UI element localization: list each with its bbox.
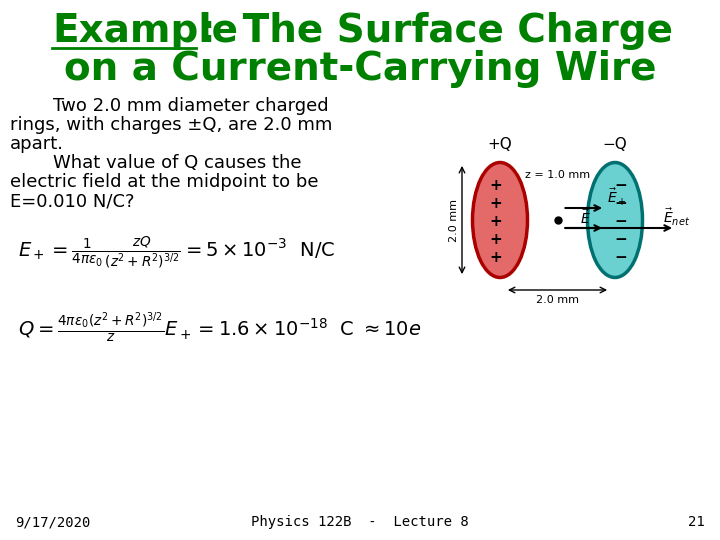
Text: +Q: +Q	[487, 137, 513, 152]
Text: $E_+ = \frac{1}{4\pi\varepsilon_0}\frac{zQ}{\left(z^2+R^2\right)^{3/2}} = 5\time: $E_+ = \frac{1}{4\pi\varepsilon_0}\frac{…	[18, 234, 336, 269]
Text: 2.0 mm: 2.0 mm	[449, 199, 459, 241]
Text: +: +	[490, 197, 503, 212]
Ellipse shape	[472, 163, 528, 278]
Text: +: +	[490, 233, 503, 247]
Text: $\vec{E}_{net}$: $\vec{E}_{net}$	[663, 207, 690, 228]
Text: −: −	[615, 197, 627, 212]
Text: :  The Surface Charge: : The Surface Charge	[200, 12, 673, 50]
Text: −Q: −Q	[603, 137, 627, 152]
Text: $Q = \frac{4\pi\varepsilon_0\left(z^2+R^2\right)^{3/2}}{z} E_+ = 1.6\times10^{-1: $Q = \frac{4\pi\varepsilon_0\left(z^2+R^…	[18, 310, 421, 345]
Text: E=0.010 N/C?: E=0.010 N/C?	[10, 192, 135, 210]
Text: Example: Example	[52, 12, 238, 50]
Text: on a Current-Carrying Wire: on a Current-Carrying Wire	[64, 50, 656, 88]
Text: $\vec{E}_+$: $\vec{E}_+$	[607, 187, 627, 208]
Text: z = 1.0 mm: z = 1.0 mm	[525, 170, 590, 180]
Text: apart.: apart.	[10, 135, 64, 153]
Text: +: +	[490, 179, 503, 193]
Text: Two 2.0 mm diameter charged: Two 2.0 mm diameter charged	[30, 97, 328, 115]
Text: Physics 122B  -  Lecture 8: Physics 122B - Lecture 8	[251, 515, 469, 529]
Text: What value of Q causes the: What value of Q causes the	[30, 154, 302, 172]
Text: 9/17/2020: 9/17/2020	[15, 515, 91, 529]
Ellipse shape	[588, 163, 642, 278]
Text: electric field at the midpoint to be: electric field at the midpoint to be	[10, 173, 318, 191]
Text: −: −	[615, 179, 627, 193]
Text: 2.0 mm: 2.0 mm	[536, 295, 579, 305]
Text: +: +	[490, 251, 503, 266]
Text: +: +	[490, 214, 503, 230]
Text: −: −	[615, 251, 627, 266]
Text: 21: 21	[688, 515, 705, 529]
Text: −: −	[615, 233, 627, 247]
Text: rings, with charges ±Q, are 2.0 mm: rings, with charges ±Q, are 2.0 mm	[10, 116, 333, 134]
Text: $\vec{E}$: $\vec{E}$	[580, 208, 590, 227]
Text: −: −	[615, 214, 627, 230]
